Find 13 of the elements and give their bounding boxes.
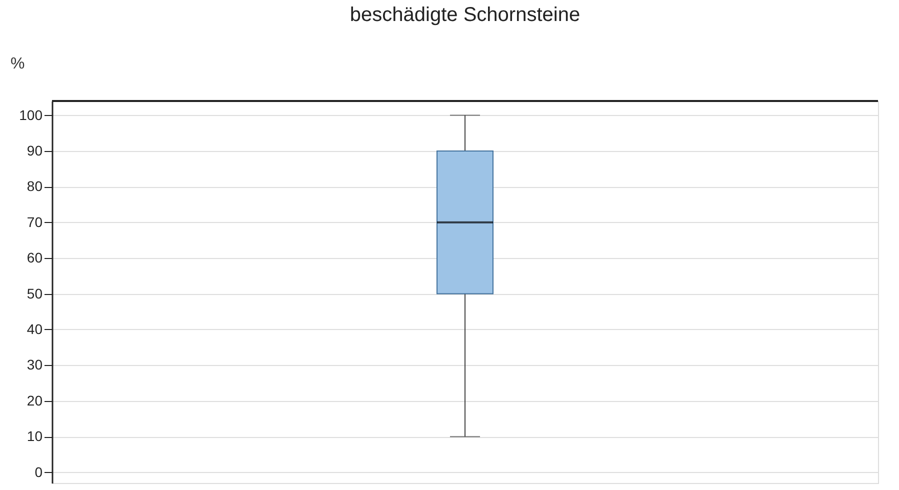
y-tick-label: 20 <box>26 392 43 408</box>
y-tick-label: 80 <box>26 178 43 194</box>
y-tick-label: 70 <box>26 214 43 230</box>
chart-title: beschädigte Schornsteine <box>350 4 580 26</box>
y-tick-label: 10 <box>26 428 43 444</box>
y-tick-label: 60 <box>26 250 43 266</box>
y-axis-title: % <box>10 56 25 72</box>
y-tick-label: 40 <box>26 320 43 337</box>
y-tick-label: 90 <box>26 142 43 158</box>
y-tick-label: 30 <box>26 356 43 373</box>
y-tick-label: 50 <box>26 285 43 302</box>
y-tick-label: 0 <box>34 464 43 480</box>
y-tick-label: 100 <box>19 106 43 123</box>
